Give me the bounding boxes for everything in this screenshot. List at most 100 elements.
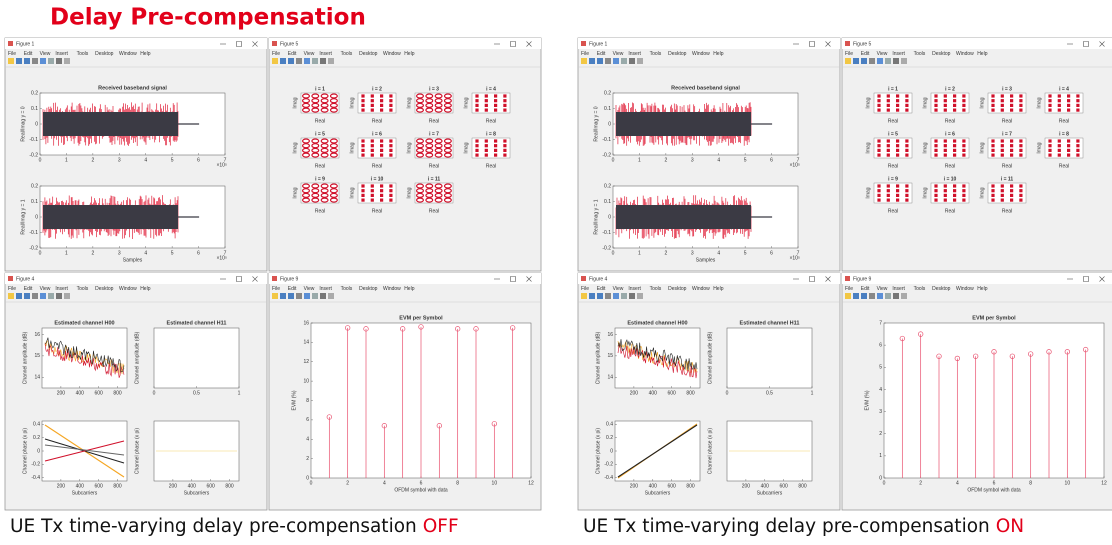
toolbar-icon[interactable] [296,293,302,299]
toolbar-icon[interactable] [48,58,54,64]
toolbar-icon[interactable] [901,58,907,64]
toolbar-icon[interactable] [304,293,310,299]
toolbar-icon[interactable] [861,293,867,299]
menu-item[interactable]: Insert [55,286,68,292]
toolbar-icon[interactable] [613,293,619,299]
toolbar-icon[interactable] [64,58,70,64]
toolbar-icon[interactable] [605,293,611,299]
toolbar-icon[interactable] [877,58,883,64]
menu-item[interactable]: Tools [77,286,89,292]
toolbar-icon[interactable] [320,58,326,64]
menu-item[interactable]: Desktop [668,286,687,292]
close-button[interactable] [825,41,831,47]
menu-item[interactable]: Desktop [932,286,951,292]
toolbar-icon[interactable] [24,293,30,299]
toolbar-icon[interactable] [581,58,587,64]
toolbar-icon[interactable] [288,293,294,299]
toolbar-icon[interactable] [877,293,883,299]
menu-item[interactable]: View [877,286,888,292]
toolbar-icon[interactable] [280,293,286,299]
toolbar-icon[interactable] [48,293,54,299]
toolbar-icon[interactable] [845,58,851,64]
menu-item[interactable]: Edit [861,51,870,57]
menu-item[interactable]: Insert [892,51,905,57]
toolbar-icon[interactable] [621,293,627,299]
menu-item[interactable]: Window [956,51,974,57]
toolbar-icon[interactable] [605,58,611,64]
menu-item[interactable]: Help [713,51,724,57]
toolbar-icon[interactable] [589,58,595,64]
menu-item[interactable]: Insert [319,51,332,57]
menu-item[interactable]: Help [140,286,151,292]
maximize-button[interactable] [809,276,815,282]
menu-item[interactable]: View [304,286,315,292]
menu-item[interactable]: Insert [319,286,332,292]
close-button[interactable] [825,276,831,282]
toolbar-icon[interactable] [328,293,334,299]
toolbar-icon[interactable] [885,58,891,64]
toolbar-icon[interactable] [32,293,38,299]
close-button[interactable] [1099,41,1105,47]
menu-item[interactable]: Help [404,286,415,292]
menu-item[interactable]: Tools [650,286,662,292]
menu-item[interactable]: Window [383,51,401,57]
menu-item[interactable]: File [272,51,280,57]
maximize-button[interactable] [236,41,242,47]
toolbar-icon[interactable] [861,58,867,64]
menu-item[interactable]: Window [119,51,137,57]
menu-item[interactable]: View [877,51,888,57]
menu-item[interactable]: Edit [861,286,870,292]
menu-item[interactable]: Edit [288,286,297,292]
menu-item[interactable]: Tools [341,51,353,57]
toolbar-icon[interactable] [272,58,278,64]
close-button[interactable] [526,41,532,47]
toolbar-icon[interactable] [312,58,318,64]
menu-item[interactable]: File [272,286,280,292]
toolbar-icon[interactable] [312,293,318,299]
menu-item[interactable]: Insert [628,286,641,292]
close-button[interactable] [252,41,258,47]
toolbar-icon[interactable] [589,293,595,299]
toolbar-icon[interactable] [629,58,635,64]
menu-item[interactable]: Desktop [95,51,114,57]
menu-item[interactable]: Tools [650,51,662,57]
menu-item[interactable]: Edit [597,51,606,57]
toolbar-icon[interactable] [280,58,286,64]
menu-item[interactable]: Edit [24,286,33,292]
toolbar-icon[interactable] [597,58,603,64]
toolbar-icon[interactable] [893,293,899,299]
toolbar-icon[interactable] [296,58,302,64]
toolbar-icon[interactable] [24,58,30,64]
menu-item[interactable]: Help [977,51,988,57]
close-button[interactable] [526,276,532,282]
maximize-button[interactable] [809,41,815,47]
menu-item[interactable]: Window [383,286,401,292]
menu-item[interactable]: View [40,51,51,57]
toolbar-icon[interactable] [901,293,907,299]
menu-item[interactable]: View [613,51,624,57]
toolbar-icon[interactable] [56,58,62,64]
menu-item[interactable]: Tools [914,286,926,292]
toolbar-icon[interactable] [613,58,619,64]
menu-item[interactable]: File [845,286,853,292]
toolbar-icon[interactable] [32,58,38,64]
toolbar-icon[interactable] [328,58,334,64]
toolbar-icon[interactable] [40,58,46,64]
menu-item[interactable]: View [40,286,51,292]
menu-item[interactable]: Desktop [932,51,951,57]
toolbar-icon[interactable] [621,58,627,64]
toolbar-icon[interactable] [893,58,899,64]
menu-item[interactable]: Edit [288,51,297,57]
menu-item[interactable]: File [8,51,16,57]
toolbar-icon[interactable] [8,293,14,299]
toolbar-icon[interactable] [272,293,278,299]
menu-item[interactable]: Desktop [359,51,378,57]
menu-item[interactable]: Help [713,286,724,292]
menu-item[interactable]: Desktop [95,286,114,292]
menu-item[interactable]: Edit [24,51,33,57]
maximize-button[interactable] [1083,41,1089,47]
menu-item[interactable]: Window [692,51,710,57]
toolbar-icon[interactable] [288,58,294,64]
menu-item[interactable]: Help [977,286,988,292]
menu-item[interactable]: Insert [55,51,68,57]
